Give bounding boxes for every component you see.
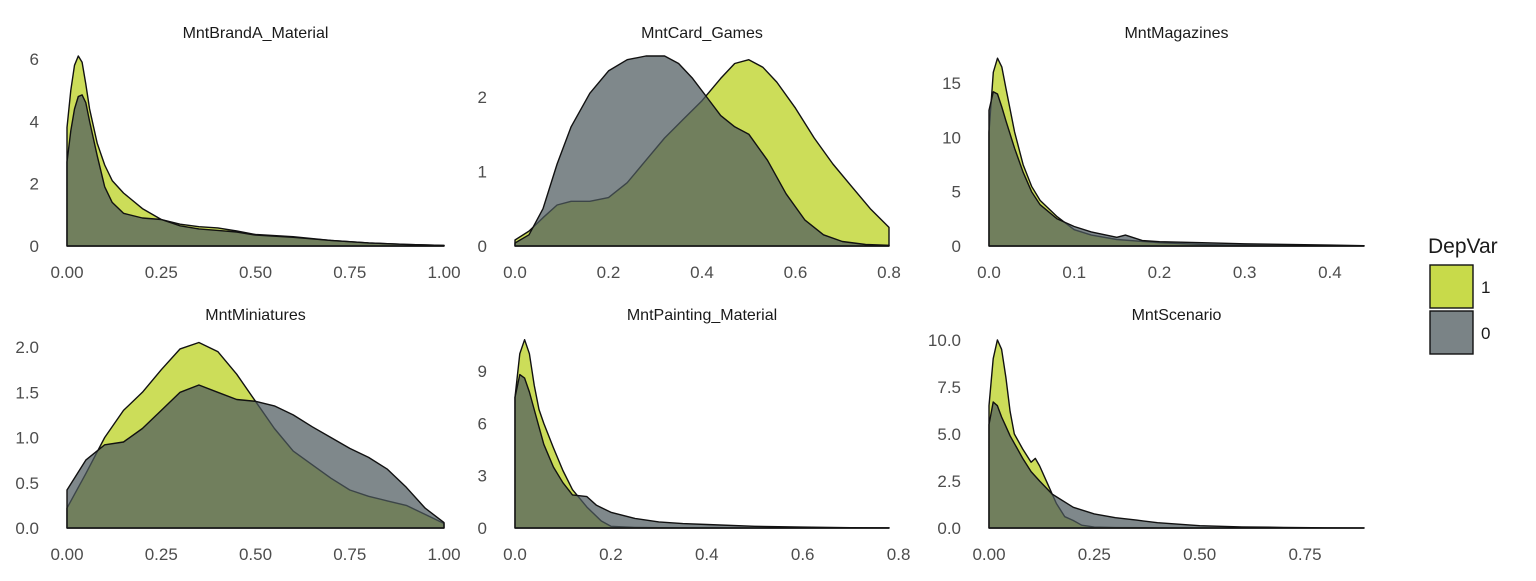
legend-label-1: 1 [1481,278,1490,297]
y-tick-label: 0.0 [15,519,39,538]
x-tick-label: 0.25 [145,263,178,282]
x-tick-label: 0.2 [599,545,623,564]
x-tick-label: 0.50 [239,545,272,564]
legend-title: DepVar [1428,235,1498,258]
panel-mntbranda-material: MntBrandA_Material 0.00 0.25 0.50 0.75 1.00 0 2… [30,25,461,282]
x-tick-label: 0.4 [1318,263,1342,282]
density-area-depvar-0 [514,55,890,247]
x-tick-label: 1.00 [427,545,460,564]
y-tick-label: 4 [30,112,39,131]
y-tick-label: 0.5 [15,474,39,493]
y-tick-label: 3 [478,467,487,486]
panel-mntminiatures: MntMiniatures 0.00 0.25 0.50 0.75 1.00 0.0 0.5 1… [15,307,460,564]
x-tick-label: 0.6 [784,263,808,282]
legend: DepVar 1 0 [1428,235,1498,355]
x-tick-label: 0.8 [877,263,901,282]
y-tick-label: 1 [478,162,487,181]
x-tick-label: 0.75 [1288,545,1321,564]
y-tick-label: 0.0 [937,519,961,538]
x-tick-label: 0.4 [695,545,719,564]
x-tick-label: 0.25 [1078,545,1111,564]
y-tick-label: 0 [478,519,487,538]
x-tick-label: 0.00 [50,545,83,564]
y-tick-label: 0 [478,237,487,256]
x-tick-label: 0.75 [333,263,366,282]
x-tick-label: 0.0 [503,263,527,282]
y-tick-label: 6 [478,414,487,433]
x-tick-label: 0.6 [791,545,815,564]
y-tick-label: 1.5 [15,383,39,402]
y-tick-label: 5 [952,183,961,202]
y-tick-label: 5.0 [937,425,961,444]
panel-title: MntPainting_Material [627,307,777,324]
density-area-depvar-0 [66,384,445,529]
density-area-depvar-0 [988,91,1365,247]
x-tick-label: 0.0 [503,545,527,564]
y-tick-label: 6 [30,50,39,69]
y-tick-label: 0 [30,237,39,256]
x-tick-label: 0.2 [1148,263,1172,282]
x-tick-label: 1.00 [427,263,460,282]
y-tick-label: 10.0 [928,331,961,350]
y-tick-label: 0 [952,237,961,256]
x-tick-label: 0.25 [145,545,178,564]
panel-title: MntMagazines [1124,25,1228,42]
x-tick-label: 0.8 [887,545,911,564]
x-tick-label: 0.3 [1233,263,1257,282]
x-tick-label: 0.00 [972,545,1005,564]
density-area-depvar-0 [514,373,890,529]
panel-mntcard-games: MntCard_Games 0.0 0.2 0.4 0.6 0.8 0 1 2 [478,25,901,282]
y-tick-label: 2.5 [937,472,961,491]
x-tick-label: 0.4 [690,263,714,282]
panel-mntmagazines: MntMagazines 0.0 0.1 0.2 0.3 0.4 0 5 10 15 [942,25,1365,282]
panel-mntscenario: MntScenario 0.00 0.25 0.50 0.75 0.0 2.5 5.0 7.5 1… [928,307,1365,564]
y-tick-label: 10 [942,128,961,147]
panel-title: MntScenario [1132,307,1222,324]
x-tick-label: 0.2 [597,263,621,282]
y-tick-label: 15 [942,74,961,93]
x-tick-label: 0.1 [1062,263,1086,282]
x-tick-label: 0.0 [977,263,1001,282]
y-tick-label: 1.0 [15,429,39,448]
y-tick-label: 2 [478,88,487,107]
panel-title: MntCard_Games [641,25,763,42]
panel-title: MntMiniatures [205,307,305,324]
density-area-depvar-0 [66,94,445,247]
x-tick-label: 0.50 [1183,545,1216,564]
panel-mntpainting-material: MntPainting_Material 0.0 0.2 0.4 0.6 0.8 0 3 6 9 [478,307,911,564]
density-area-depvar-0 [988,401,1365,529]
legend-key-1 [1429,264,1474,309]
y-tick-label: 2 [30,175,39,194]
x-tick-label: 0.50 [239,263,272,282]
x-tick-label: 0.75 [333,545,366,564]
y-tick-label: 7.5 [937,378,961,397]
y-tick-label: 2.0 [15,338,39,357]
x-tick-label: 0.00 [50,263,83,282]
legend-label-0: 0 [1481,324,1490,343]
y-tick-label: 9 [478,362,487,381]
legend-key-0 [1429,310,1474,355]
panel-title: MntBrandA_Material [183,25,329,42]
